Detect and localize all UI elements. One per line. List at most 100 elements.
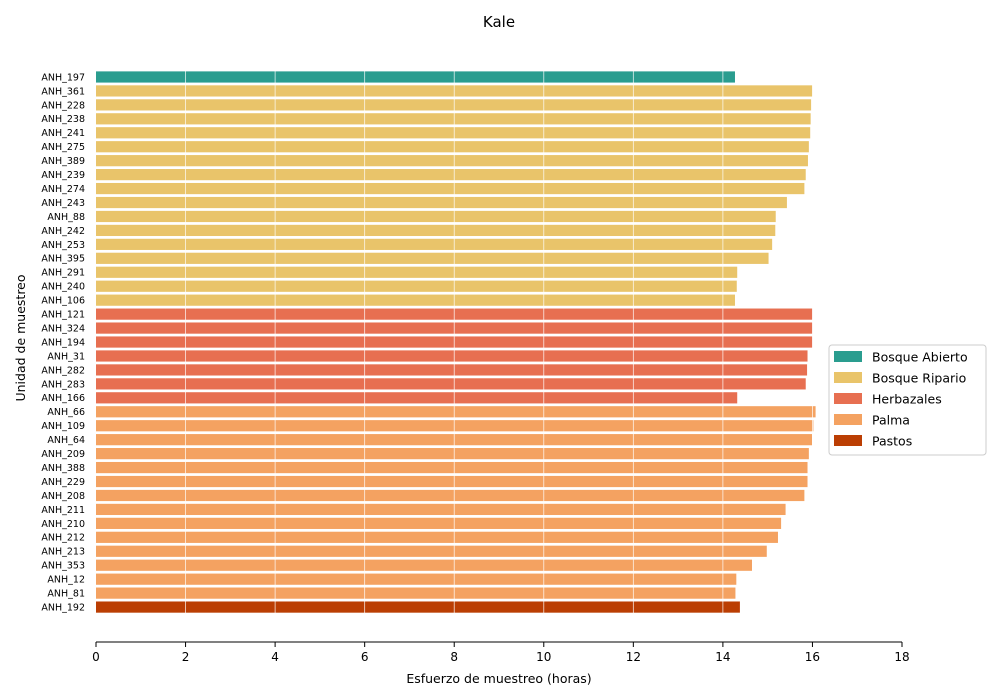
x-tick-label: 4 [271, 650, 279, 664]
bar-anh-106 [96, 294, 735, 306]
x-axis: 0 2 4 6 8 10 12 14 16 18 [92, 641, 910, 664]
y-tick-label: ANH_192 [41, 602, 85, 613]
y-tick-label: ANH_395 [41, 254, 85, 265]
bar-anh-209 [96, 448, 809, 460]
bar-anh-88 [96, 210, 776, 223]
legend-label: Palma [872, 413, 910, 428]
y-tick-label: ANH_240 [41, 282, 85, 293]
bar-anh-213 [96, 545, 767, 557]
bar-anh-388 [96, 461, 808, 474]
bar-anh-243 [96, 196, 787, 209]
y-tick-label: ANH_242 [41, 226, 85, 237]
y-tick-label: ANH_353 [41, 561, 85, 572]
y-tick-label: ANH_243 [41, 198, 85, 209]
bar-anh-291 [96, 266, 738, 278]
y-tick-label: ANH_228 [41, 100, 85, 111]
legend-swatch [834, 435, 862, 446]
legend-swatch [834, 414, 862, 425]
legend-label: Herbazales [872, 392, 942, 407]
bar-anh-229 [96, 475, 808, 488]
x-tick-label: 6 [361, 650, 369, 664]
y-tick-label: ANH_109 [41, 421, 85, 432]
bar-anh-228 [96, 99, 812, 111]
legend-label: Bosque Ripario [872, 371, 966, 386]
y-tick-label: ANH_64 [47, 435, 85, 446]
x-tick-label: 2 [182, 650, 190, 664]
y-tick-label: ANH_88 [47, 212, 85, 223]
bar-anh-353 [96, 559, 752, 571]
chart-title: Kale [483, 13, 515, 31]
bar-anh-239 [96, 169, 806, 181]
y-tick-label: ANH_275 [41, 142, 85, 153]
y-tick-label: ANH_81 [47, 589, 85, 600]
x-axis-label: Esfuerzo de muestreo (horas) [406, 671, 591, 686]
y-tick-label: ANH_121 [41, 310, 85, 321]
y-tick-label: ANH_197 [41, 72, 85, 83]
x-tick-label: 12 [626, 650, 641, 664]
y-tick-label: ANH_291 [41, 268, 85, 279]
bar-anh-242 [96, 224, 776, 237]
legend-swatch [834, 393, 862, 404]
legend-frame [828, 344, 987, 456]
bar-anh-275 [96, 141, 809, 153]
bar-anh-12 [96, 573, 737, 585]
y-tick-label: ANH_209 [41, 449, 85, 460]
bar-anh-109 [96, 420, 814, 432]
y-tick-label: ANH_274 [41, 184, 85, 195]
bar-anh-197 [96, 71, 735, 83]
x-tick-label: 14 [715, 650, 730, 664]
y-tick-label: ANH_210 [41, 519, 85, 530]
y-tick-label: ANH_239 [41, 170, 85, 181]
bar-anh-66 [96, 406, 816, 418]
legend-swatch [834, 351, 862, 362]
legend-label: Bosque Abierto [872, 350, 968, 365]
y-tick-label: ANH_31 [47, 351, 85, 362]
bar-anh-282 [96, 364, 808, 376]
bar-anh-240 [96, 280, 737, 292]
bar-anh-31 [96, 350, 808, 362]
x-tick-label: 18 [894, 650, 909, 664]
bar-anh-166 [96, 392, 738, 404]
bar-anh-212 [96, 531, 778, 543]
bar-anh-283 [96, 378, 806, 390]
legend-label: Pastos [872, 434, 912, 449]
y-tick-label: ANH_241 [41, 128, 85, 139]
bar-anh-211 [96, 503, 786, 516]
bar-anh-238 [96, 113, 811, 125]
bar-anh-395 [96, 252, 769, 264]
bar-anh-192 [96, 601, 740, 613]
bar-anh-274 [96, 182, 805, 195]
bar-anh-253 [96, 238, 773, 250]
y-tick-label: ANH_253 [41, 240, 85, 251]
x-tick-label: 16 [805, 650, 820, 664]
y-tick-label: ANH_12 [47, 575, 85, 586]
y-tick-label: ANH_166 [41, 393, 85, 404]
y-tick-label: ANH_213 [41, 547, 85, 558]
bar-anh-241 [96, 127, 811, 139]
y-tick-label: ANH_388 [41, 463, 85, 474]
y-tick-label: ANH_282 [41, 365, 85, 376]
bars-layer [96, 71, 816, 613]
y-tick-label: ANH_106 [41, 296, 85, 307]
x-tick-label: 10 [536, 650, 551, 664]
y-tick-label: ANH_212 [41, 533, 85, 544]
y-axis-label: Unidad de muestreo [13, 274, 28, 401]
y-tick-label: ANH_283 [41, 379, 85, 390]
y-tick-label: ANH_208 [41, 491, 85, 502]
y-tick-labels: ANH_197 ANH_361 ANH_228 ANH_238 ANH_241 ANH_2… [41, 72, 85, 613]
y-tick-label: ANH_361 [41, 86, 85, 97]
legend: Bosque Abierto Bosque Ripario Herbazales Pa… [828, 344, 987, 456]
x-tick-label: 8 [450, 650, 458, 664]
legend-swatch [834, 372, 862, 383]
y-tick-label: ANH_389 [41, 156, 85, 167]
x-tick-label: 0 [92, 650, 100, 664]
y-tick-label: ANH_66 [47, 407, 85, 418]
y-tick-label: ANH_211 [41, 505, 85, 516]
y-tick-label: ANH_324 [41, 323, 85, 334]
bar-anh-210 [96, 517, 782, 529]
y-tick-label: ANH_238 [41, 114, 85, 125]
bar-anh-208 [96, 489, 805, 502]
bar-anh-81 [96, 587, 736, 599]
y-tick-label: ANH_194 [41, 337, 85, 348]
